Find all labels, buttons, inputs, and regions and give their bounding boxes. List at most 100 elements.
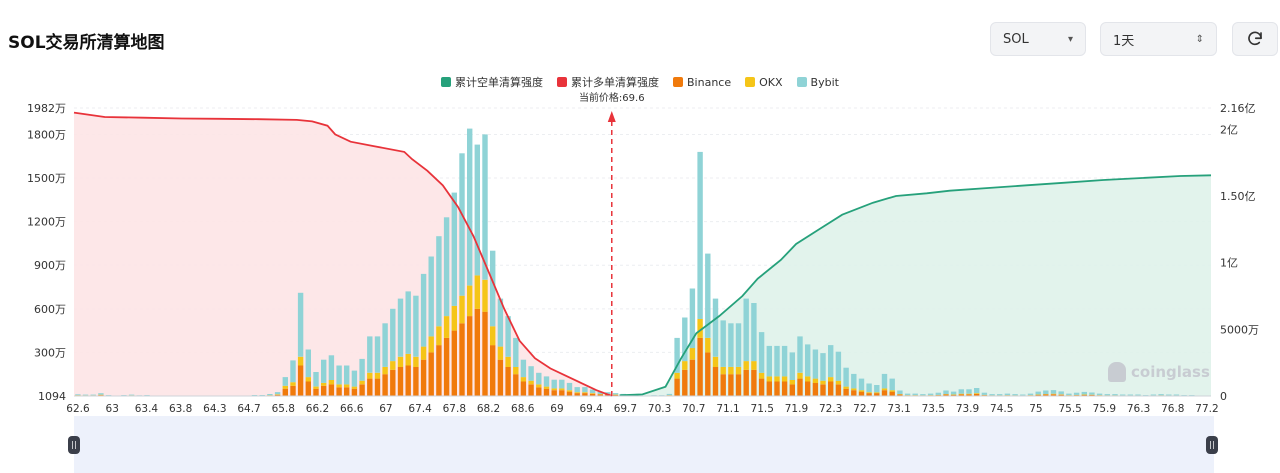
bar-bybit: [267, 394, 273, 396]
bar-bybit: [305, 349, 311, 378]
refresh-button[interactable]: [1232, 22, 1278, 56]
x-tick-label: 66.2: [306, 403, 329, 415]
bar-okx: [351, 386, 358, 389]
x-tick-label: 69: [550, 403, 563, 415]
bar-binance: [497, 359, 504, 396]
bar-binance: [443, 337, 450, 396]
legend-item[interactable]: 累计空单清算强度: [441, 74, 543, 90]
x-tick-label: 66.6: [340, 403, 364, 415]
bar-bybit: [397, 298, 404, 357]
bar-okx: [490, 326, 496, 346]
legend-label: OKX: [759, 75, 783, 89]
bar-binance: [812, 382, 819, 396]
bar-bybit: [405, 291, 411, 354]
legend-swatch: [796, 77, 807, 87]
x-tick-label: 62.6: [66, 403, 90, 415]
x-tick-label: 71.9: [785, 403, 808, 415]
legend-label: Bybit: [810, 75, 839, 89]
bar-okx: [674, 372, 680, 379]
bar-bybit: [351, 370, 358, 387]
watermark-text: coinglass: [1131, 363, 1210, 381]
x-tick-label: 70.7: [682, 403, 705, 415]
bar-binance: [851, 390, 857, 396]
bar-binance: [1058, 394, 1064, 396]
bar-bybit: [1189, 395, 1195, 396]
zoom-handle-right[interactable]: ||: [1206, 436, 1218, 454]
bar-bybit: [443, 217, 450, 317]
bar-okx: [697, 319, 703, 338]
x-tick-label: 71.1: [716, 403, 739, 415]
x-tick-label: 73.5: [922, 403, 945, 415]
legend-item[interactable]: Binance: [673, 74, 731, 90]
bar-bybit: [674, 337, 680, 373]
bar-bybit: [436, 236, 442, 327]
coin-select[interactable]: SOL ▾: [990, 22, 1086, 56]
bar-bybit: [75, 394, 81, 396]
bar-bybit: [666, 393, 673, 396]
bar-okx: [712, 356, 719, 367]
bar-okx: [321, 382, 327, 386]
bar-binance: [305, 381, 311, 396]
y-left-tick-label: 900万: [34, 259, 66, 272]
bar-bybit: [336, 365, 342, 385]
bar-okx: [497, 346, 504, 360]
bar-binance: [828, 381, 834, 396]
x-tick-label: 63.8: [169, 403, 192, 415]
y-left-tick-label: 1800万: [27, 128, 66, 141]
bar-bybit: [958, 389, 964, 394]
bar-bybit: [1066, 393, 1072, 396]
bar-binance: [766, 381, 772, 396]
bar-binance: [474, 308, 480, 396]
bar-bybit: [950, 391, 957, 395]
bar-binance: [720, 374, 726, 396]
bar-bybit: [689, 288, 696, 349]
bar-okx: [390, 361, 396, 370]
bar-binance: [582, 393, 588, 396]
bar-binance: [743, 369, 749, 396]
y-right-tick-label: 2.16亿: [1220, 102, 1256, 115]
bar-okx: [382, 366, 388, 375]
bar-okx: [528, 380, 534, 385]
bar-binance: [420, 359, 427, 396]
bar-okx: [858, 390, 865, 392]
bar-binance: [536, 387, 542, 396]
bar-bybit: [697, 151, 703, 319]
bar-bybit: [1104, 394, 1110, 396]
bar-bybit: [505, 316, 511, 357]
bar-binance: [889, 391, 895, 396]
bar-binance: [321, 385, 327, 396]
legend-label: 累计多单清算强度: [571, 76, 660, 89]
chart-legend: 累计空单清算强度 累计多单清算强度 Binance OKX Bybit: [0, 74, 1280, 90]
bar-bybit: [1158, 394, 1164, 396]
zoom-handle-left[interactable]: ||: [68, 436, 80, 454]
bar-okx: [420, 346, 427, 360]
bar-okx: [459, 295, 465, 324]
bar-binance: [459, 323, 465, 396]
x-tick-label: 63: [106, 403, 119, 415]
bar-bybit: [497, 298, 504, 347]
bar-binance: [297, 365, 304, 396]
time-range-select[interactable]: 1天 ⇕: [1100, 22, 1217, 56]
bar-bybit: [413, 295, 419, 357]
y-right-tick-label: 0: [1220, 390, 1227, 403]
bar-binance: [1081, 394, 1087, 396]
x-tick-label: 64.3: [203, 403, 226, 415]
bar-binance: [950, 394, 957, 396]
zoom-slider-track[interactable]: [74, 416, 1214, 473]
bar-okx: [543, 386, 550, 389]
time-range-select-value: 1天: [1113, 33, 1135, 49]
bar-okx: [582, 392, 588, 394]
bar-bybit: [328, 355, 335, 380]
bar-okx: [974, 393, 980, 394]
bar-okx: [812, 378, 819, 383]
legend-item[interactable]: 累计多单清算强度: [557, 74, 659, 90]
x-tick-label: 67.4: [408, 403, 432, 415]
legend-item[interactable]: OKX: [745, 74, 783, 90]
bar-bybit: [1050, 390, 1057, 394]
bar-bybit: [1096, 393, 1103, 396]
bar-bybit: [1143, 395, 1149, 396]
legend-item[interactable]: Bybit: [796, 74, 839, 90]
bar-bybit: [359, 358, 365, 381]
bar-bybit: [981, 392, 988, 395]
x-tick-label: 67: [379, 403, 392, 415]
